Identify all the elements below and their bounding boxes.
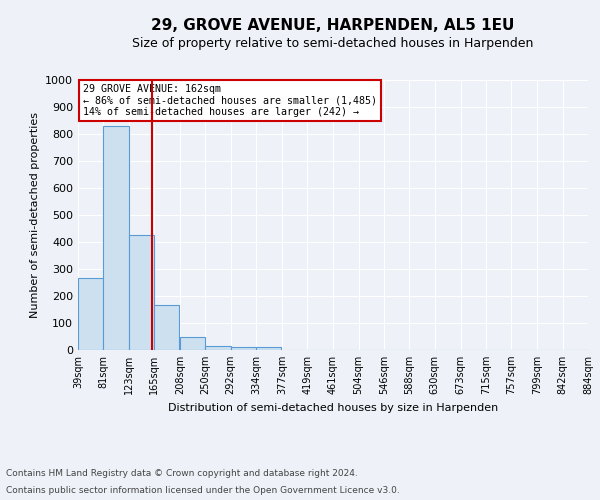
- Text: Contains HM Land Registry data © Crown copyright and database right 2024.: Contains HM Land Registry data © Crown c…: [6, 468, 358, 477]
- Bar: [256, 348, 281, 350]
- Bar: [230, 348, 256, 350]
- Bar: [103, 126, 128, 350]
- Bar: [180, 336, 205, 350]
- Bar: [128, 236, 154, 350]
- Text: Contains public sector information licensed under the Open Government Licence v3: Contains public sector information licen…: [6, 486, 400, 495]
- X-axis label: Distribution of semi-detached houses by size in Harpenden: Distribution of semi-detached houses by …: [168, 402, 498, 412]
- Text: 29, GROVE AVENUE, HARPENDEN, AL5 1EU: 29, GROVE AVENUE, HARPENDEN, AL5 1EU: [151, 18, 515, 32]
- Text: Size of property relative to semi-detached houses in Harpenden: Size of property relative to semi-detach…: [133, 38, 533, 51]
- Bar: [78, 278, 103, 350]
- Bar: [154, 306, 179, 350]
- Y-axis label: Number of semi-detached properties: Number of semi-detached properties: [29, 112, 40, 318]
- Bar: [205, 346, 230, 350]
- Text: 29 GROVE AVENUE: 162sqm
← 86% of semi-detached houses are smaller (1,485)
14% of: 29 GROVE AVENUE: 162sqm ← 86% of semi-de…: [83, 84, 377, 117]
